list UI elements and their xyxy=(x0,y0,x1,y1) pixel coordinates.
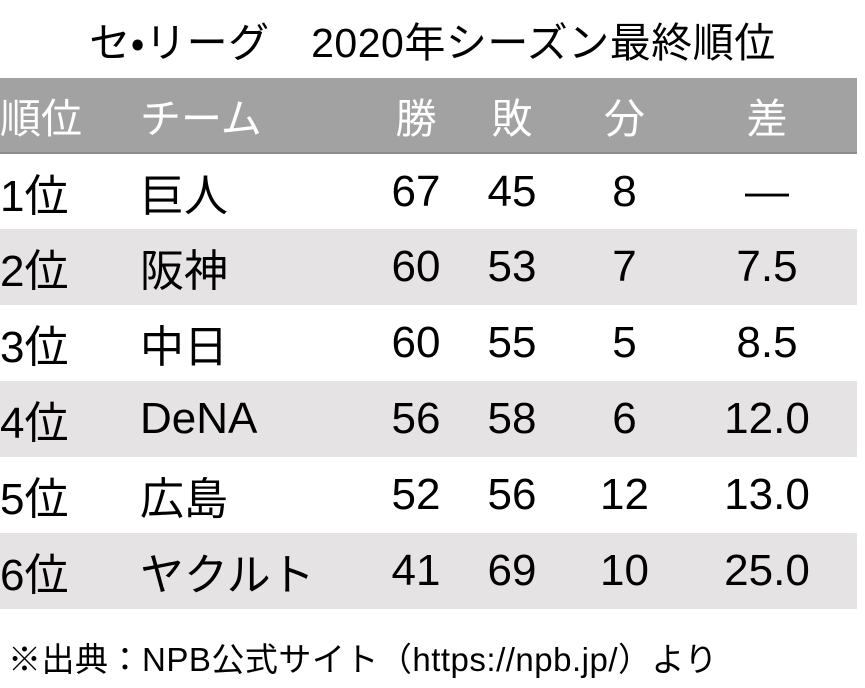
header-team: チーム xyxy=(140,78,380,154)
header-wins: 勝 xyxy=(380,78,452,154)
table-row: 3位 中日 60 55 5 8.5 xyxy=(0,305,857,381)
rank-cell: 6位 xyxy=(0,551,69,600)
header-rank: 順位 xyxy=(0,78,140,154)
wins-cell: 52 xyxy=(391,470,441,519)
rank-cell: 3位 xyxy=(0,323,69,372)
header-losses: 敗 xyxy=(452,78,572,154)
table-row: 1位 巨人 67 45 8 — xyxy=(0,153,857,229)
draws-cell: 8 xyxy=(612,166,637,216)
games-behind-cell: 12.0 xyxy=(724,394,810,443)
team-cell: 巨人 xyxy=(140,171,228,221)
header-draws: 分 xyxy=(572,78,677,154)
losses-cell: 45 xyxy=(487,166,537,216)
games-behind-cell: — xyxy=(745,166,789,216)
wins-cell: 56 xyxy=(391,394,441,443)
source-row: ※出典：NPB公式サイト（https://npb.jp/）より xyxy=(0,633,865,681)
wins-cell: 60 xyxy=(391,318,441,367)
losses-cell: 58 xyxy=(487,394,537,443)
table-header-row: 順位 チーム 勝 敗 分 差 xyxy=(0,78,857,154)
games-behind-cell: 13.0 xyxy=(724,470,810,519)
rank-cell: 1位 xyxy=(0,171,69,221)
page-title: セ・リーグ 2020年シーズン最終順位 xyxy=(89,20,776,66)
wins-cell: 41 xyxy=(391,546,441,595)
table-row: 5位 広島 52 56 12 13.0 xyxy=(0,457,857,533)
standings-table: 順位 チーム 勝 敗 分 差 1位 巨人 67 45 8 — 2位 阪神 60 … xyxy=(0,78,857,609)
table-row: 6位 ヤクルト 41 69 10 25.0 xyxy=(0,533,857,609)
header-games-behind: 差 xyxy=(677,78,857,154)
team-cell: 中日 xyxy=(140,323,228,372)
rank-cell: 4位 xyxy=(0,399,69,448)
games-behind-cell: 25.0 xyxy=(724,546,810,595)
games-behind-cell: 7.5 xyxy=(736,242,798,291)
team-cell: ヤクルト xyxy=(140,551,315,600)
title-row: セ・リーグ 2020年シーズン最終順位 xyxy=(0,0,865,78)
table-row: 2位 阪神 60 53 7 7.5 xyxy=(0,229,857,305)
team-cell: 広島 xyxy=(140,475,228,524)
source-note: ※出典：NPB公式サイト（https://npb.jp/）より xyxy=(8,641,718,678)
draws-cell: 10 xyxy=(600,546,649,595)
rank-cell: 2位 xyxy=(0,247,69,296)
wins-cell: 60 xyxy=(391,242,441,291)
losses-cell: 56 xyxy=(487,470,537,519)
draws-cell: 5 xyxy=(612,318,637,367)
team-cell: 阪神 xyxy=(140,247,228,296)
losses-cell: 69 xyxy=(487,546,537,595)
losses-cell: 53 xyxy=(487,242,537,291)
draws-cell: 6 xyxy=(612,394,637,443)
wins-cell: 67 xyxy=(391,166,441,216)
draws-cell: 12 xyxy=(600,470,649,519)
table-row: 4位 DeNA 56 58 6 12.0 xyxy=(0,381,857,457)
draws-cell: 7 xyxy=(612,242,637,291)
rank-cell: 5位 xyxy=(0,475,69,524)
losses-cell: 55 xyxy=(487,318,537,367)
team-cell: DeNA xyxy=(140,394,258,443)
games-behind-cell: 8.5 xyxy=(736,318,798,367)
